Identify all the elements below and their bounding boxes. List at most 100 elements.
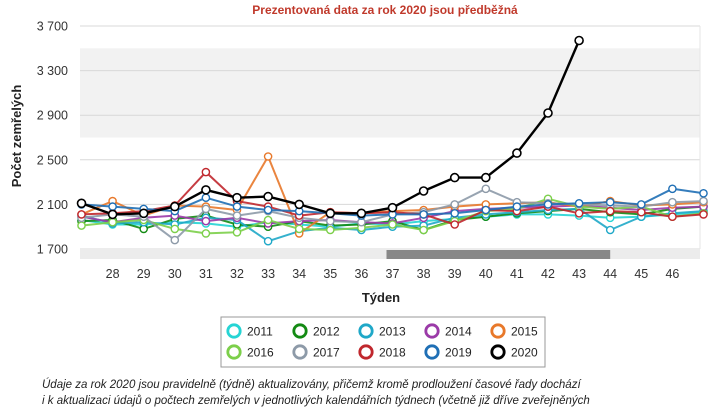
x-tick-label: 33: [261, 267, 275, 281]
scrollbar-thumb[interactable]: [386, 250, 611, 259]
data-point-2020[interactable]: [170, 201, 180, 212]
data-point-2019[interactable]: [605, 197, 615, 207]
data-point-2020[interactable]: [325, 208, 336, 219]
x-axis-ticks: 28 29 30 31 32 33 34 35 36 37 38 39 40 41 42 43 44 45 46: [106, 267, 680, 281]
data-point-2015[interactable]: [263, 152, 273, 161]
data-point-2019[interactable]: [419, 210, 428, 219]
legend-frame: [220, 316, 546, 368]
data-point-2016[interactable]: [201, 229, 211, 238]
legend-marker: [490, 323, 506, 339]
x-tick-label: 37: [386, 267, 400, 281]
data-point-2016[interactable]: [325, 225, 335, 235]
series-2020: [76, 35, 584, 220]
x-scrollbar[interactable]: [80, 250, 700, 259]
data-point-2016[interactable]: [263, 215, 273, 225]
data-point-2019[interactable]: [699, 188, 708, 198]
data-point-2019[interactable]: [108, 202, 117, 211]
legend-item-2016[interactable]: 2016: [226, 344, 274, 360]
x-tick-label: 36: [354, 267, 368, 281]
data-point-2018[interactable]: [637, 207, 646, 217]
data-point-2018[interactable]: [699, 210, 708, 219]
data-point-2017[interactable]: [450, 200, 460, 209]
data-point-2020[interactable]: [263, 191, 273, 202]
data-point-2016[interactable]: [232, 227, 242, 237]
data-point-2017[interactable]: [201, 204, 211, 214]
data-point-2020[interactable]: [543, 108, 553, 118]
data-point-2020[interactable]: [76, 198, 87, 209]
data-point-2017[interactable]: [325, 216, 335, 226]
data-point-2020[interactable]: [201, 185, 211, 195]
data-point-2020[interactable]: [418, 186, 429, 196]
data-point-2016[interactable]: [419, 225, 428, 235]
data-point-2016[interactable]: [77, 221, 86, 230]
data-point-2018[interactable]: [77, 210, 86, 219]
x-tick-label: 32: [230, 267, 244, 281]
data-point-2017[interactable]: [170, 235, 180, 245]
footnote: Údaje za rok 2020 jsou pravidelně (týdně…: [42, 377, 682, 409]
x-tick-label: 40: [479, 267, 493, 281]
legend-item-2017[interactable]: 2017: [292, 344, 340, 360]
data-point-2020[interactable]: [138, 208, 149, 219]
data-point-2019[interactable]: [450, 208, 460, 218]
legend-marker: [292, 323, 308, 339]
legend-label: 2011: [247, 324, 273, 338]
legend-item-2014[interactable]: 2014: [424, 323, 472, 339]
x-tick-label: 39: [448, 267, 462, 281]
y-tick-label: 2 900: [37, 109, 68, 123]
data-point-2020[interactable]: [232, 192, 242, 203]
data-point-2020[interactable]: [512, 148, 522, 158]
legend-label: 2012: [313, 324, 340, 338]
x-tick-label: 45: [634, 267, 648, 281]
legend-item-2015[interactable]: 2015: [490, 323, 538, 339]
legend-item-2019[interactable]: 2019: [424, 344, 472, 360]
data-point-2013[interactable]: [263, 236, 273, 246]
highlight-band: [80, 48, 700, 138]
legend-item-2011[interactable]: 2011: [226, 323, 273, 339]
data-point-2017[interactable]: [232, 211, 242, 220]
data-point-2014[interactable]: [201, 216, 211, 226]
data-point-2019[interactable]: [481, 205, 491, 215]
data-point-2019[interactable]: [512, 202, 522, 211]
legend-marker: [358, 344, 374, 360]
data-point-2018[interactable]: [201, 167, 211, 177]
data-point-2016[interactable]: [294, 224, 304, 234]
data-point-2018[interactable]: [574, 208, 584, 218]
legend-marker: [226, 344, 242, 360]
y-axis-title: Počet zemřelých: [9, 85, 24, 188]
data-point-2019[interactable]: [232, 202, 242, 211]
data-point-2019[interactable]: [201, 193, 211, 202]
data-point-2019[interactable]: [543, 200, 553, 209]
data-point-2017[interactable]: [481, 184, 491, 194]
data-point-2018[interactable]: [668, 212, 677, 221]
data-point-2013[interactable]: [605, 225, 615, 235]
data-point-2016[interactable]: [388, 220, 397, 229]
data-point-2018[interactable]: [605, 206, 615, 216]
data-point-2020[interactable]: [480, 172, 491, 183]
legend-item-2020[interactable]: 2020: [490, 344, 538, 360]
legend: 2011 2012 2013 2014 2015 2016 2017 2018 2019 2020: [220, 316, 546, 368]
data-point-2017[interactable]: [699, 196, 708, 206]
data-point-2020[interactable]: [294, 199, 305, 210]
data-point-2020[interactable]: [107, 209, 118, 220]
legend-item-2013[interactable]: 2013: [358, 323, 406, 339]
data-point-2019[interactable]: [263, 205, 273, 215]
data-point-2017[interactable]: [668, 197, 677, 207]
data-point-2018[interactable]: [450, 220, 460, 229]
legend-item-2018[interactable]: 2018: [358, 344, 406, 360]
data-point-2019[interactable]: [668, 184, 677, 194]
legend-label: 2014: [445, 324, 472, 338]
data-point-2020[interactable]: [356, 208, 367, 219]
data-point-2020[interactable]: [574, 35, 584, 46]
legend-label: 2013: [379, 324, 406, 338]
legend-marker: [358, 323, 374, 339]
data-point-2016[interactable]: [170, 224, 180, 234]
data-point-2019[interactable]: [574, 198, 584, 208]
x-tick-label: 35: [323, 267, 337, 281]
data-point-2019[interactable]: [637, 200, 646, 209]
data-point-2020[interactable]: [449, 172, 460, 183]
x-tick-label: 38: [417, 267, 431, 281]
x-tick-label: 44: [603, 267, 617, 281]
data-point-2020[interactable]: [387, 202, 398, 213]
data-point-2016[interactable]: [108, 217, 117, 227]
legend-item-2012[interactable]: 2012: [292, 323, 340, 339]
